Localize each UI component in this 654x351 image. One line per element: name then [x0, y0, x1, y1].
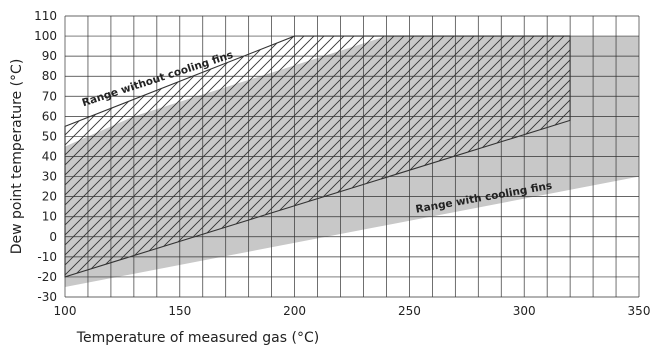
y-tick-label: 90 — [42, 49, 57, 63]
y-tick-label: 10 — [42, 210, 57, 224]
tick-labels: -30 -20 -10 0 10 20 30 40 50 60 70 80 90 100 110 100 150… — [34, 9, 650, 318]
x-tick-label: 100 — [54, 304, 77, 318]
y-tick-label: 60 — [42, 109, 57, 123]
x-tick-label: 350 — [628, 304, 651, 318]
range-without-cooling-fins-area — [64, 35, 571, 278]
y-tick-label: -10 — [37, 250, 57, 264]
y-tick-label: 20 — [42, 190, 57, 204]
x-tick-label: 200 — [283, 304, 306, 318]
y-tick-label: 50 — [42, 129, 57, 143]
y-tick-label: -30 — [37, 290, 57, 304]
y-tick-label: 110 — [34, 9, 57, 23]
y-tick-label: -20 — [37, 270, 57, 284]
y-tick-label: 100 — [34, 29, 57, 43]
series-range-without-cooling-fins — [64, 35, 571, 278]
x-tick-label: 150 — [168, 304, 191, 318]
y-axis-title: Dew point temperature (°C) — [9, 59, 25, 255]
x-tick-label: 300 — [513, 304, 536, 318]
x-axis-title: Temperature of measured gas (°C) — [76, 330, 319, 346]
y-tick-label: 30 — [42, 170, 57, 184]
y-tick-label: 70 — [42, 89, 57, 103]
y-tick-label: 0 — [49, 230, 57, 244]
y-tick-label: 40 — [42, 150, 57, 164]
y-tick-label: 80 — [42, 69, 57, 83]
x-tick-label: 250 — [398, 304, 421, 318]
